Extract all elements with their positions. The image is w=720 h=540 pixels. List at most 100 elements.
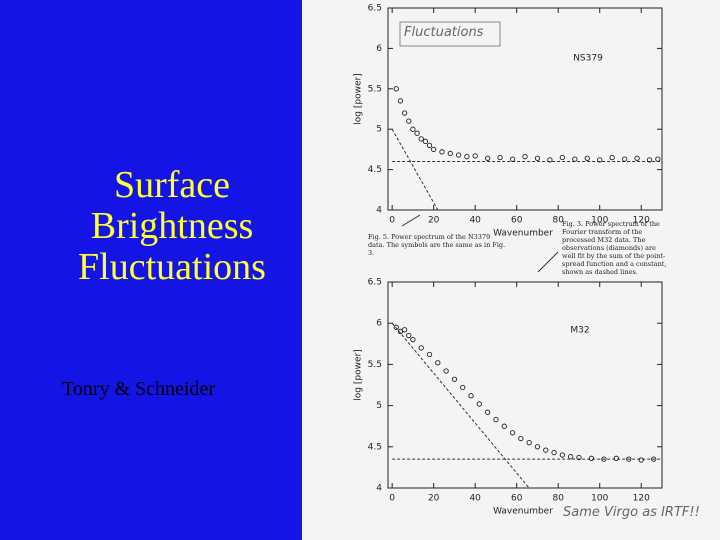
data-point	[601, 456, 607, 462]
data-point	[534, 444, 541, 450]
arrow	[401, 214, 421, 227]
y-tick-label: 6.5	[368, 278, 382, 288]
data-point	[626, 456, 632, 462]
data-point	[522, 154, 528, 160]
y-tick-label: 4.5	[368, 442, 382, 452]
data-point	[655, 156, 661, 162]
data-point	[559, 154, 566, 161]
data-point	[497, 154, 503, 161]
data-point	[418, 345, 424, 351]
y-tick-label: 4.5	[368, 165, 382, 175]
data-point	[406, 118, 412, 124]
data-point	[431, 146, 437, 153]
x-axis-label: Wavenumber	[493, 229, 553, 239]
data-point	[613, 455, 619, 461]
dashed-fit-line	[391, 322, 530, 488]
data-point	[638, 457, 644, 463]
data-point	[439, 149, 445, 155]
x-tick-label: 80	[552, 494, 564, 504]
x-tick-label: 100	[591, 494, 608, 504]
x-tick-label: 40	[469, 216, 481, 226]
y-axis-label: log [power]	[354, 73, 364, 124]
data-point	[401, 327, 408, 333]
data-point	[484, 155, 491, 161]
data-point	[634, 155, 640, 161]
y-tick-label: 6	[376, 44, 382, 54]
title-panel: Surface Brightness Fluctuations Tonry & …	[0, 0, 302, 540]
y-tick-label: 4	[376, 484, 382, 494]
data-point	[576, 454, 582, 461]
x-tick-label: 80	[552, 216, 564, 226]
y-tick-label: 4	[376, 206, 382, 216]
data-point	[418, 136, 424, 142]
x-tick-label: 20	[428, 494, 440, 504]
dashed-fit-line	[391, 128, 439, 210]
x-tick-label: 0	[389, 216, 395, 226]
x-tick-label: 60	[511, 216, 523, 226]
x-tick-label: 120	[633, 494, 650, 504]
data-point	[588, 455, 595, 461]
plot-frame	[387, 7, 663, 211]
caption: Fig. 3. Power spectrum of the Fourier tr…	[562, 220, 667, 276]
data-point	[597, 157, 603, 163]
data-point	[621, 156, 628, 162]
data-point	[393, 86, 399, 92]
x-axis-label: Wavenumber	[493, 507, 553, 517]
scanned-figure	[302, 0, 720, 540]
data-point	[568, 454, 574, 460]
data-point	[534, 155, 541, 161]
x-tick-label: 40	[469, 494, 481, 504]
data-point	[518, 435, 524, 442]
data-point	[559, 452, 566, 458]
x-tick-label: 0	[389, 494, 395, 504]
data-point	[435, 360, 441, 366]
data-point	[584, 155, 590, 161]
y-tick-label: 5.5	[368, 84, 382, 94]
data-point	[651, 456, 657, 462]
x-tick-label: 20	[428, 216, 440, 226]
x-tick-label: 120	[633, 216, 650, 226]
y-tick-label: 6.5	[368, 4, 382, 14]
plot-label: M32	[570, 326, 589, 336]
data-point	[543, 447, 549, 453]
data-point	[547, 157, 553, 163]
data-point	[447, 150, 453, 157]
data-point	[468, 393, 474, 399]
note-box	[399, 21, 501, 47]
data-point	[460, 384, 466, 391]
data-point	[410, 337, 416, 343]
data-point	[476, 401, 482, 407]
data-point	[526, 440, 532, 446]
data-point	[410, 126, 416, 132]
author: Tonry & Schneider	[62, 378, 216, 400]
x-tick-label: 60	[511, 494, 523, 504]
handwritten-note: Fluctuations	[404, 25, 484, 40]
data-point	[451, 376, 458, 382]
plot-label: NS379	[573, 54, 603, 64]
data-point	[426, 351, 433, 358]
caption: Fig. 5. Power spectrum of the N3379 data…	[368, 233, 506, 257]
y-tick-label: 5	[376, 401, 382, 411]
data-point	[509, 156, 516, 162]
slide-title: Surface Brightness Fluctuations	[78, 164, 266, 288]
handwritten-note: Same Virgo as IRTF!!	[563, 505, 700, 520]
data-point	[609, 154, 615, 161]
data-point	[484, 409, 491, 415]
y-axis-label: log [power]	[354, 349, 364, 400]
data-point	[464, 154, 470, 160]
data-point	[646, 157, 653, 163]
x-tick-label: 100	[591, 216, 608, 226]
y-tick-label: 6	[376, 319, 382, 329]
data-point	[551, 449, 557, 456]
data-point	[397, 98, 404, 104]
data-point	[493, 416, 499, 423]
data-point	[455, 152, 462, 158]
data-point	[393, 324, 399, 330]
data-point	[501, 423, 507, 429]
data-point	[443, 368, 449, 374]
data-point	[406, 332, 412, 339]
data-point	[472, 153, 478, 159]
data-point	[422, 138, 429, 144]
